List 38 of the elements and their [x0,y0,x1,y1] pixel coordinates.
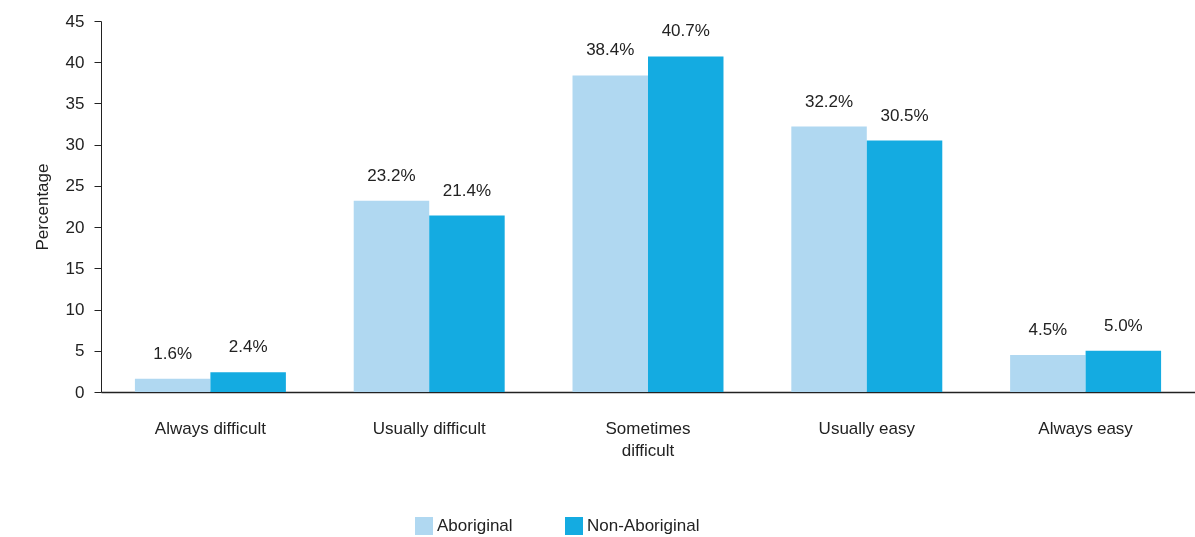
legend-label: Non-Aboriginal [587,516,700,535]
data-label: 23.2% [367,165,416,185]
y-tick-label: 45 [65,11,85,31]
data-label: 2.4% [228,337,268,357]
y-tick-label: 30 [65,135,85,155]
bar [866,140,943,392]
bar [1085,350,1162,392]
bar [210,372,286,392]
y-tick-label: 20 [65,217,85,237]
x-tick-label: Usually difficult [372,418,486,438]
bar [353,200,430,392]
bar [648,56,724,392]
data-label: 4.5% [1028,319,1068,339]
bar [572,75,648,392]
y-tick-label: 40 [65,52,85,72]
data-label: 40.7% [661,21,710,41]
data-label: 1.6% [153,343,193,363]
bar [429,215,505,392]
y-axis-title: Percentage [32,163,52,251]
data-label: 32.2% [804,91,854,111]
data-label: 30.5% [880,105,929,125]
bar [791,126,867,392]
y-tick-label: 10 [65,300,85,320]
y-tick-label: 5 [75,341,85,361]
bar [134,378,211,392]
legend-label: Aboriginal [437,516,513,535]
bar [1010,354,1086,392]
data-label: 5.0% [1103,315,1143,335]
y-tick-label: 35 [65,93,85,113]
data-label: 38.4% [586,40,635,60]
x-tick-label: Usually easy [818,418,916,438]
x-tick-label: Always difficult [154,418,267,438]
y-tick-label: 15 [65,258,85,278]
data-label: 21.4% [442,180,492,200]
y-tick-label: 0 [75,382,85,402]
x-tick-label: Always easy [1038,418,1134,438]
x-tick-label: Sometimes difficult [605,418,691,460]
y-tick-label: 25 [65,176,85,196]
